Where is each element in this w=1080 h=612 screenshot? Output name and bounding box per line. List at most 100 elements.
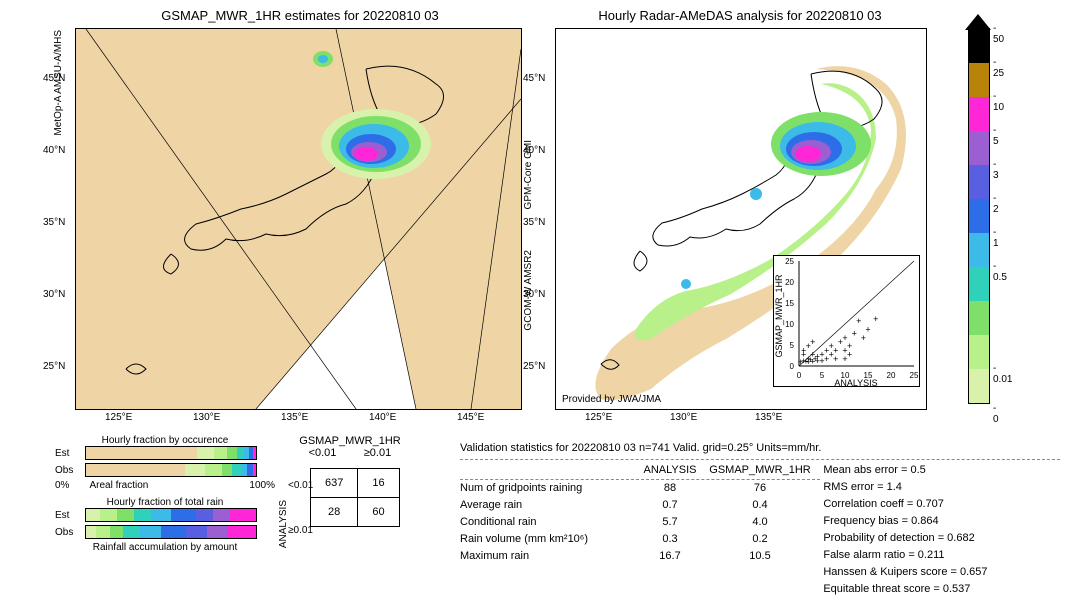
bar-seg [227,447,237,459]
stacked-bar [85,446,257,460]
bar-seg [232,464,241,476]
bar-label: Obs [55,465,85,476]
ct-cell: 60 [358,498,399,527]
bar-label: Est [55,448,85,459]
cbar-tick: - 25 [993,57,1004,79]
bar-seg [86,509,100,521]
ct-cell: 637 [311,469,358,498]
bar-seg [197,447,214,459]
lat-tick: 40°N [523,145,545,156]
lat-tick: 30°N [523,289,545,300]
val-h2: GSMAP_MWR_1HR [705,462,815,479]
left-map [75,28,522,410]
val-h1: ANALYSIS [635,462,705,479]
bar-seg [100,509,117,521]
lon-tick: 130°E [670,412,697,423]
ct-c1: <0.01 [295,447,350,459]
bar-seg [96,526,110,538]
svg-text:0: 0 [797,371,802,380]
ct-cell: 16 [358,469,399,498]
cbar-seg [969,335,989,369]
lat-tick: 35°N [43,217,65,228]
bar-seg [205,464,222,476]
svg-text:25: 25 [910,371,919,380]
cbar-seg [969,165,989,199]
bar-seg [161,526,187,538]
bar-seg [230,509,256,521]
svg-text:20: 20 [887,371,896,380]
ct-table: 637162860 [310,468,400,527]
bar-seg [222,464,232,476]
bar-seg [254,447,256,459]
val-name: Maximum rain [460,548,635,565]
cbar-seg [969,199,989,233]
lat-tick: 45°N [523,73,545,84]
occ-title: Hourly fraction by occurence [55,435,275,446]
lon-tick: 125°E [585,412,612,423]
bar-seg [171,509,197,521]
bar-seg [123,526,140,538]
scatter-inset: 00551010151520202525++++++++++++++++++++… [773,255,920,387]
metric-row: RMS error = 1.4 [823,479,1053,496]
bar-seg [86,447,197,459]
svg-text:+: + [815,356,820,366]
colorbar: - 50- 25- 10- 5- 3- 2- 1- 0.5- 0.01- 0 [968,28,990,404]
val-b: 0.2 [705,531,815,548]
bar-seg [110,526,124,538]
val-b: 76 [705,480,815,497]
lat-tick: 25°N [43,361,65,372]
cbar-tick: - 10 [993,91,1004,113]
val-b: 10.5 [705,548,815,565]
bar-seg [151,509,171,521]
cbar-tick: - 3 [993,159,999,181]
svg-text:10: 10 [785,320,794,329]
svg-text:GSMAP_MWR_1HR: GSMAP_MWR_1HR [774,274,784,358]
cbar-tick: - 0.01 [993,363,1012,385]
metric-row: Probability of detection = 0.682 [823,530,1053,547]
val-b: 4.0 [705,514,815,531]
bar-label: Obs [55,527,85,538]
lat-tick: 30°N [43,289,65,300]
bar-seg [86,464,185,476]
svg-text:5: 5 [790,341,795,350]
val-name: Conditional rain [460,514,635,531]
bar-x1: 100% [249,480,275,491]
val-name: Average rain [460,497,635,514]
svg-text:5: 5 [820,371,825,380]
contingency: GSMAP_MWR_1HR <0.01≥0.01 [295,435,405,459]
svg-text:0: 0 [790,362,795,371]
metric-row: Mean abs error = 0.5 [823,462,1053,479]
lat-tick: 45°N [43,73,65,84]
cbar-tick: - 1 [993,227,999,249]
cbar-tick: - 5 [993,125,999,147]
right-map-title: Hourly Radar-AMeDAS analysis for 2022081… [555,8,925,23]
bar-xmid: Areal fraction [89,480,148,491]
val-name: Rain volume (mm km²10⁶) [460,531,635,548]
metric-row: Frequency bias = 0.864 [823,513,1053,530]
val-a: 16.7 [635,548,705,565]
acc-title: Rainfall accumulation by amount [55,542,275,553]
svg-text:15: 15 [785,299,794,308]
metric-row: False alarm ratio = 0.211 [823,547,1053,564]
svg-text:+: + [810,337,815,347]
ct-c2: ≥0.01 [350,447,405,459]
bar-seg [227,526,256,538]
rain-title: Hourly fraction of total rain [55,497,275,508]
val-a: 5.7 [635,514,705,531]
bar-seg [186,526,206,538]
cbar-seg [969,97,989,131]
lon-tick: 145°E [457,412,484,423]
cbar-seg [969,63,989,97]
validation-block: Validation statistics for 20220810 03 n=… [460,440,1060,598]
bar-seg [213,509,230,521]
svg-text:ANALYSIS: ANALYSIS [834,378,877,386]
lon-tick: 140°E [369,412,396,423]
bar-seg [207,526,227,538]
fraction-bars: Hourly fraction by occurence EstObs 0%Ar… [55,435,275,553]
svg-text:+: + [833,354,838,364]
stacked-bar [85,463,257,477]
bar-seg [134,509,151,521]
bar-seg [254,464,256,476]
cbar-seg [969,301,989,335]
val-title: Validation statistics for 20220810 03 n=… [460,440,1060,460]
